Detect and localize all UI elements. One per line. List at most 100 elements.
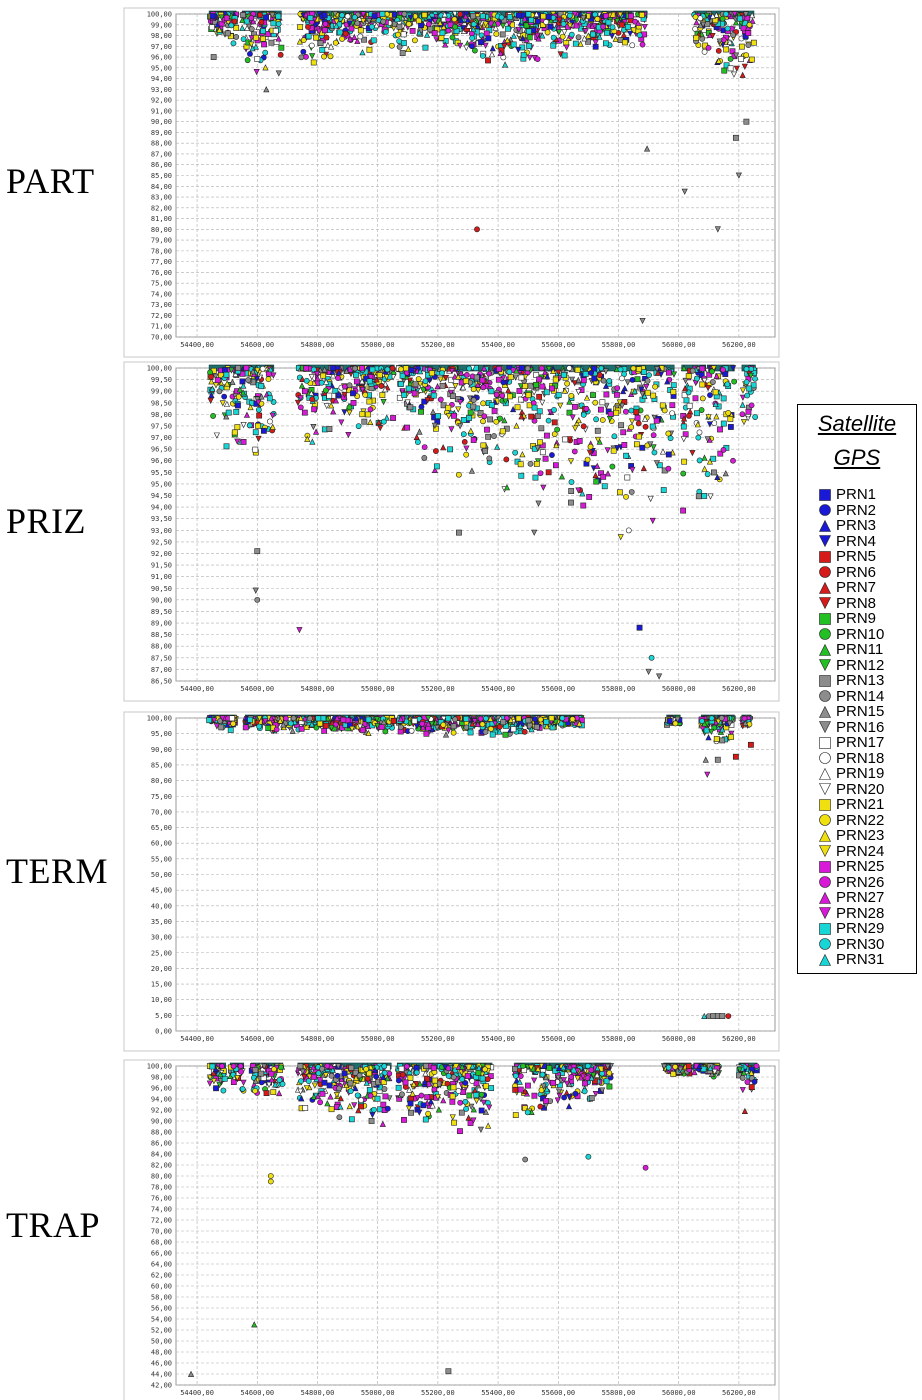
legend-item-prn2: PRN2 — [816, 503, 884, 519]
scatter-point — [439, 370, 445, 376]
scatter-point — [604, 1063, 611, 1070]
scatter-point — [574, 1068, 581, 1075]
scatter-point — [289, 727, 296, 734]
scatter-point — [332, 721, 339, 728]
scatter-point — [445, 413, 452, 420]
scatter-point — [431, 1077, 438, 1084]
scatter-point — [707, 493, 714, 500]
scatter-point — [518, 374, 525, 381]
scatter-point — [665, 369, 672, 376]
scatter-point — [506, 14, 513, 20]
scatter-point — [427, 1098, 435, 1105]
legend-marker-prn28 — [819, 907, 831, 920]
scatter-point — [271, 1066, 277, 1073]
scatter-point — [256, 715, 263, 722]
scatter-point — [369, 23, 375, 30]
scatter-point — [478, 1091, 485, 1098]
scatter-point — [316, 28, 323, 35]
scatter-point — [337, 1103, 344, 1110]
scatter-point — [590, 392, 596, 398]
y-tick-label: 90,00 — [151, 1118, 172, 1126]
scatter-point — [709, 368, 715, 375]
scatter-point — [621, 442, 628, 448]
scatter-point — [469, 1063, 476, 1070]
scatter-point — [235, 393, 242, 400]
scatter-point — [456, 42, 464, 50]
scatter-point — [466, 365, 473, 372]
scatter-point — [451, 16, 458, 23]
scatter-point — [310, 59, 317, 66]
scatter-point — [661, 407, 668, 414]
scatter-point — [629, 466, 636, 474]
scatter-point — [420, 1102, 427, 1109]
scatter-point — [568, 31, 575, 38]
scatter-point — [351, 1102, 358, 1109]
scatter-point — [262, 49, 269, 56]
scatter-point — [243, 365, 250, 371]
legend-item-prn6: PRN6 — [816, 565, 884, 581]
scatter-point — [437, 376, 444, 383]
legend-item-prn29: PRN29 — [816, 921, 884, 937]
scatter-point — [585, 32, 592, 39]
scatter-point — [279, 1081, 286, 1087]
scatter-point — [319, 1090, 326, 1097]
scatter-point — [669, 410, 676, 417]
scatter-point — [634, 441, 640, 448]
scatter-point — [603, 391, 610, 398]
legend-symbol-prn10 — [819, 628, 831, 641]
scatter-points-part — [206, 10, 757, 325]
legend-item-prn9: PRN9 — [816, 611, 884, 627]
legend-item-prn15: PRN15 — [816, 704, 884, 720]
scatter-point — [380, 18, 387, 25]
scatter-point — [269, 412, 276, 419]
scatter-point — [351, 33, 358, 40]
scatter-point — [252, 429, 259, 436]
y-tick-label: 60,00 — [151, 1283, 172, 1291]
legend-symbol-prn23 — [819, 829, 831, 842]
scatter-point — [488, 402, 495, 409]
scatter-point — [533, 381, 539, 388]
scatter-point — [473, 1098, 480, 1105]
scatter-point — [491, 408, 498, 414]
scatter-point — [455, 373, 462, 380]
y-tick-label: 92,50 — [151, 538, 172, 546]
scatter-point — [526, 54, 533, 62]
scatter-point — [617, 534, 624, 541]
scatter-point — [641, 24, 648, 31]
legend-list: PRN1 PRN2 PRN3 PRN4 PRN5 PRN6 PRN7 PRN8 PRN9 PRN1… — [816, 487, 884, 968]
scatter-point — [352, 1069, 359, 1076]
scatter-point — [396, 23, 403, 30]
scatter-point — [724, 25, 731, 32]
scatter-point — [727, 65, 734, 72]
scatter-point — [401, 1117, 407, 1123]
scatter-point — [744, 392, 751, 399]
scatter-point — [414, 439, 421, 445]
y-tick-label: 95,50 — [151, 469, 172, 477]
scatter-point — [433, 463, 440, 470]
scatter-point — [434, 418, 441, 425]
y-tick-label: 65,00 — [151, 824, 172, 832]
scatter-point — [692, 26, 699, 32]
scatter-point — [307, 715, 313, 722]
scatter-point — [415, 17, 422, 24]
scatter-point — [242, 724, 249, 731]
scatter-point — [660, 487, 667, 493]
scatter-point — [640, 464, 647, 472]
scatter-point — [624, 379, 631, 386]
scatter-point — [710, 365, 717, 372]
legend-item-prn16: PRN16 — [816, 720, 884, 736]
legend-marker-prn12 — [819, 659, 831, 672]
scatter-point — [327, 43, 335, 50]
legend-marker-prn24 — [819, 845, 831, 858]
scatter-point — [398, 1065, 405, 1072]
scatter-point — [739, 411, 746, 418]
scatter-point — [407, 404, 414, 411]
scatter-point — [328, 1062, 335, 1070]
scatter-point — [744, 1079, 751, 1085]
scatter-point — [736, 1066, 743, 1073]
y-tick-label: 97,00 — [151, 434, 172, 442]
scatter-point — [209, 385, 216, 392]
scatter-point — [711, 1068, 718, 1076]
outlier-point — [701, 1012, 708, 1019]
x-tick-label: 55800,00 — [602, 1389, 636, 1397]
